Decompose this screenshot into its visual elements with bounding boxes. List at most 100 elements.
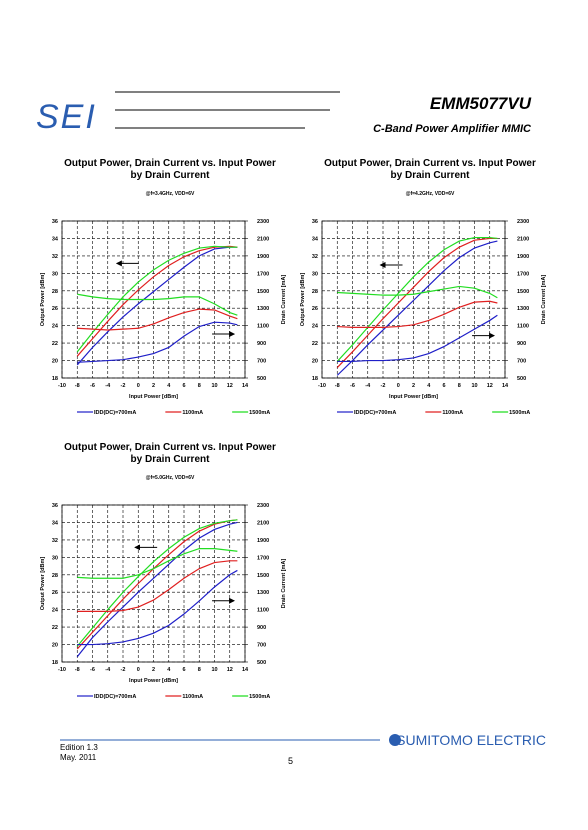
y2-tick-label: 1100 — [257, 324, 269, 330]
x-tick-label: -8 — [75, 667, 80, 673]
y-tick-label: 32 — [52, 538, 58, 544]
x-tick-label: 8 — [198, 667, 201, 673]
conditions: @f=3.4GHz, VDD=6V — [146, 191, 195, 197]
y-tick-label: 32 — [312, 254, 318, 260]
x-tick-label: -4 — [105, 667, 111, 673]
y2-tick-label: 1300 — [257, 306, 269, 312]
y2-tick-label: 2300 — [257, 503, 269, 509]
x-tick-label: 14 — [242, 383, 249, 389]
y-tick-label: 26 — [312, 306, 318, 312]
x-tick-label: 14 — [242, 667, 249, 673]
y2-tick-label: 1700 — [257, 271, 269, 277]
chart: Output Power, Drain Current vs. Input Po… — [40, 442, 287, 700]
x-tick-label: 2 — [152, 383, 155, 389]
x-tick-label: -8 — [335, 383, 340, 389]
series-line — [76, 245, 238, 357]
x-tick-label: 10 — [471, 383, 477, 389]
chart-title: by Drain Current — [391, 170, 471, 181]
plot-frame — [61, 220, 246, 379]
y2-tick-label: 900 — [257, 625, 266, 631]
y-tick-label: 18 — [312, 376, 318, 382]
x-axis-label: Input Power [dBm] — [389, 394, 438, 400]
company-logo — [389, 734, 401, 746]
x-tick-label: 8 — [458, 383, 461, 389]
x-axis-label: Input Power [dBm] — [129, 394, 178, 400]
legend-label: 1100mA — [442, 410, 463, 416]
y2-tick-label: 1900 — [257, 538, 269, 544]
y-axis-label: Output Power [dBm] — [40, 273, 46, 327]
y2-tick-label: 700 — [257, 643, 266, 649]
y2-tick-label: 1100 — [517, 324, 529, 330]
y-axis-label: Output Power [dBm] — [300, 273, 306, 327]
x-tick-label: -10 — [58, 383, 66, 389]
date: May. 2011 — [60, 753, 97, 762]
legend-label: 1500mA — [249, 694, 270, 700]
chart: Output Power, Drain Current vs. Input Po… — [40, 158, 287, 416]
legend-label: 1100mA — [182, 694, 203, 700]
y-tick-label: 34 — [312, 236, 319, 242]
y2-tick-label: 700 — [517, 359, 526, 365]
logo: SEI — [36, 98, 97, 136]
x-tick-label: -4 — [365, 383, 371, 389]
y-tick-label: 36 — [52, 503, 58, 509]
legend-label: 1500mA — [509, 410, 530, 416]
x-tick-label: 4 — [427, 383, 431, 389]
x-tick-label: 14 — [502, 383, 509, 389]
x-tick-label: 6 — [182, 667, 185, 673]
y2-tick-label: 2300 — [257, 219, 269, 225]
y-tick-label: 24 — [312, 324, 319, 330]
y2-tick-label: 2100 — [257, 236, 269, 242]
x-tick-label: 6 — [182, 383, 185, 389]
chart-title: by Drain Current — [131, 170, 211, 181]
x-tick-label: -10 — [318, 383, 326, 389]
y-tick-label: 28 — [312, 289, 318, 295]
conditions: @f=4.2GHz, VDD=6V — [406, 191, 455, 197]
charts: Output Power, Drain Current vs. Input Po… — [40, 158, 547, 700]
y2-axis-label: Drain Current [mA] — [281, 275, 287, 325]
y-tick-label: 30 — [52, 271, 58, 277]
y-tick-label: 22 — [52, 341, 58, 347]
y2-tick-label: 1700 — [257, 555, 269, 561]
y-tick-label: 30 — [52, 555, 58, 561]
y-tick-label: 30 — [312, 271, 318, 277]
x-tick-label: -2 — [121, 667, 126, 673]
y2-tick-label: 1900 — [257, 254, 269, 260]
y2-tick-label: 1500 — [517, 289, 529, 295]
y2-tick-label: 1700 — [517, 271, 529, 277]
company: SUMITOMO ELECTRIC — [396, 732, 546, 748]
series-line — [77, 569, 238, 646]
y-tick-label: 32 — [52, 254, 58, 260]
series-line — [337, 285, 498, 299]
conditions: @f=5.0GHz, VDD=6V — [146, 475, 195, 481]
y-tick-label: 22 — [52, 625, 58, 631]
x-tick-label: 6 — [442, 383, 445, 389]
x-tick-label: 10 — [211, 667, 217, 673]
x-tick-label: 8 — [198, 383, 201, 389]
series-line — [77, 293, 238, 316]
series-line — [77, 560, 238, 613]
legend-label: IDD(DC)=700mA — [94, 694, 136, 700]
chart-title: by Drain Current — [131, 454, 211, 465]
series-line — [77, 548, 238, 579]
x-tick-label: -10 — [58, 667, 66, 673]
y2-axis-label: Drain Current [mA] — [541, 275, 547, 325]
y-tick-label: 24 — [52, 324, 59, 330]
legend-label: IDD(DC)=700mA — [94, 410, 136, 416]
y2-tick-label: 900 — [517, 341, 526, 347]
x-tick-label: -2 — [381, 383, 386, 389]
y2-tick-label: 2100 — [257, 520, 269, 526]
x-tick-label: 2 — [412, 383, 415, 389]
y2-tick-label: 1100 — [257, 608, 269, 614]
series-line — [76, 521, 238, 658]
x-tick-label: 4 — [167, 383, 171, 389]
x-tick-label: 4 — [167, 667, 171, 673]
y-tick-label: 34 — [52, 520, 59, 526]
legend-label: IDD(DC)=700mA — [354, 410, 396, 416]
x-tick-label: 0 — [137, 383, 140, 389]
y2-tick-label: 500 — [517, 376, 526, 382]
x-tick-label: -6 — [350, 383, 355, 389]
y2-tick-label: 1500 — [257, 573, 269, 579]
y2-tick-label: 900 — [257, 341, 266, 347]
y-tick-label: 20 — [52, 359, 58, 365]
